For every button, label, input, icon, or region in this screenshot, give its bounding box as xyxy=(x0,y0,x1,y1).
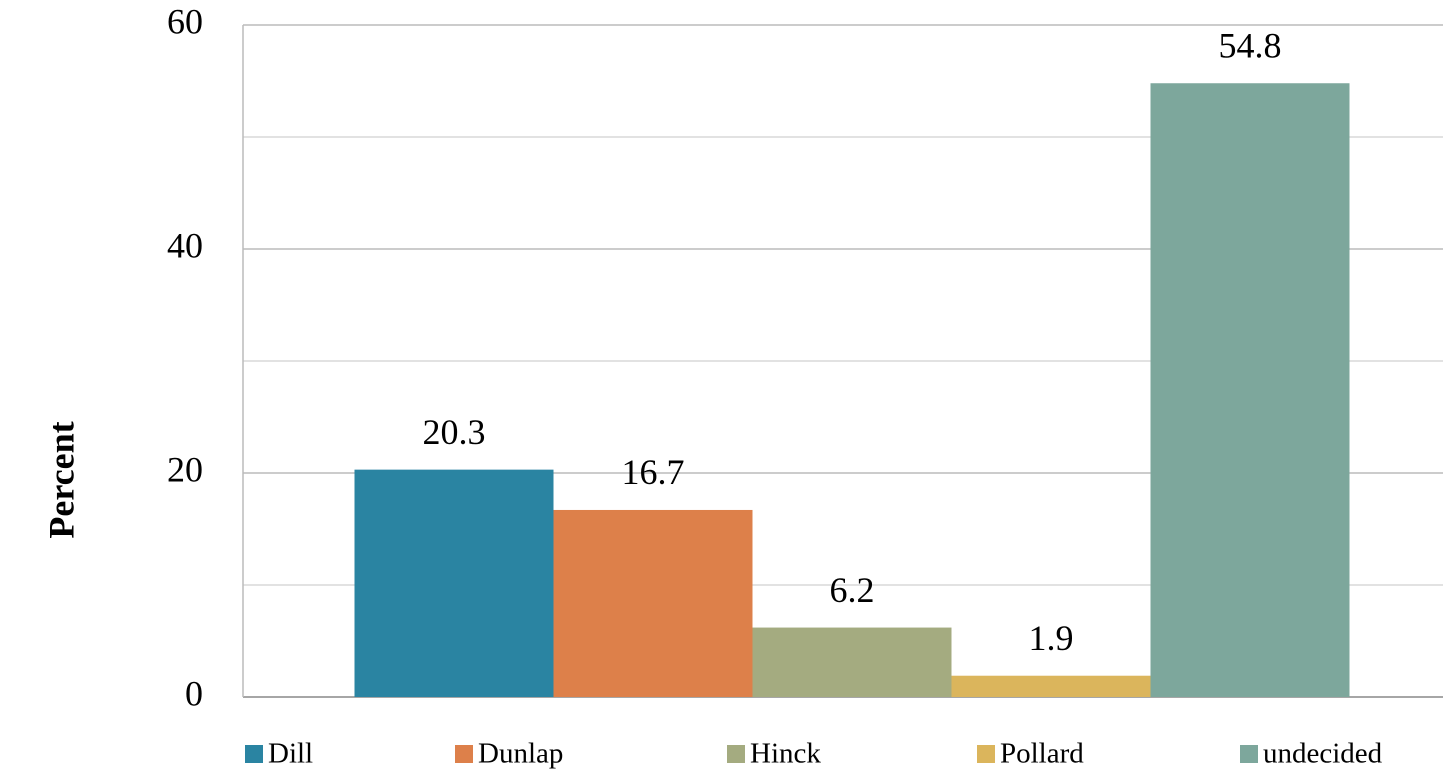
bar xyxy=(354,469,554,697)
data-label: 1.9 xyxy=(1029,618,1074,658)
legend-swatch xyxy=(727,745,745,763)
legend-label: Hinck xyxy=(750,738,821,770)
bar xyxy=(553,509,753,697)
legend-label: Pollard xyxy=(1000,738,1084,770)
data-label: 20.3 xyxy=(423,412,486,452)
data-label: 16.7 xyxy=(622,452,685,492)
bar xyxy=(951,675,1151,697)
y-tick-label: 60 xyxy=(167,1,203,41)
y-axis-label: Percent xyxy=(41,421,81,538)
legend-label: undecided xyxy=(1263,738,1383,770)
legend-swatch xyxy=(1240,745,1258,763)
y-tick-label: 20 xyxy=(167,449,203,489)
bar xyxy=(752,627,952,697)
legend-swatch xyxy=(977,745,995,763)
data-label: 6.2 xyxy=(830,570,875,610)
legend-label: Dunlap xyxy=(478,738,563,770)
y-tick-label: 0 xyxy=(185,673,203,713)
legend-swatch xyxy=(245,745,263,763)
legend-swatch xyxy=(455,745,473,763)
bar xyxy=(1150,83,1350,698)
data-label: 54.8 xyxy=(1219,26,1282,66)
y-tick-label: 40 xyxy=(167,225,203,265)
legend-label: Dill xyxy=(268,738,313,770)
